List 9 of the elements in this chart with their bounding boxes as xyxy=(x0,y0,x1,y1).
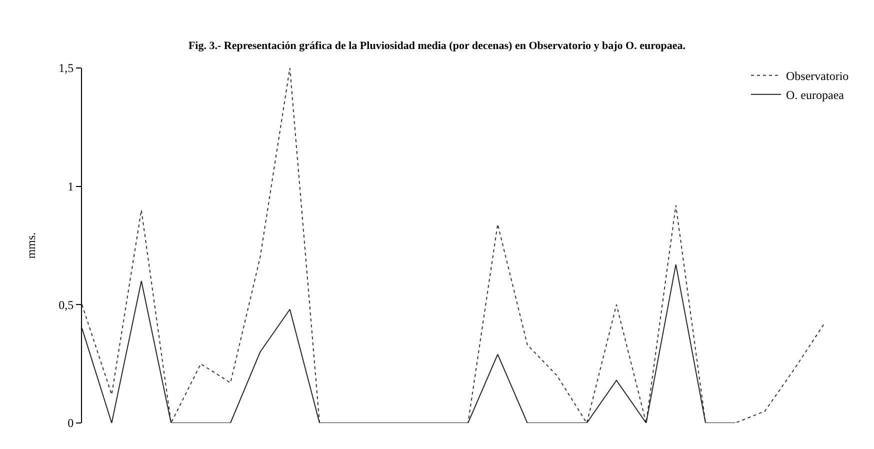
y-tick-label: 0 xyxy=(68,416,74,430)
legend-label: O. europaea xyxy=(786,88,845,102)
y-tick-label: 1 xyxy=(68,180,74,194)
legend-label: Observatorio xyxy=(786,69,849,84)
line-series xyxy=(82,264,736,423)
y-tick-label: 0,5 xyxy=(58,298,74,312)
chart-title: Fig. 3.- Representación gráfica de la Pluviosidad media (por decenas) en Observatorio y bajo O. europaea. xyxy=(188,40,686,52)
y-tick-label: 1,5 xyxy=(58,61,74,76)
y-axis-title: mms. xyxy=(24,232,38,259)
